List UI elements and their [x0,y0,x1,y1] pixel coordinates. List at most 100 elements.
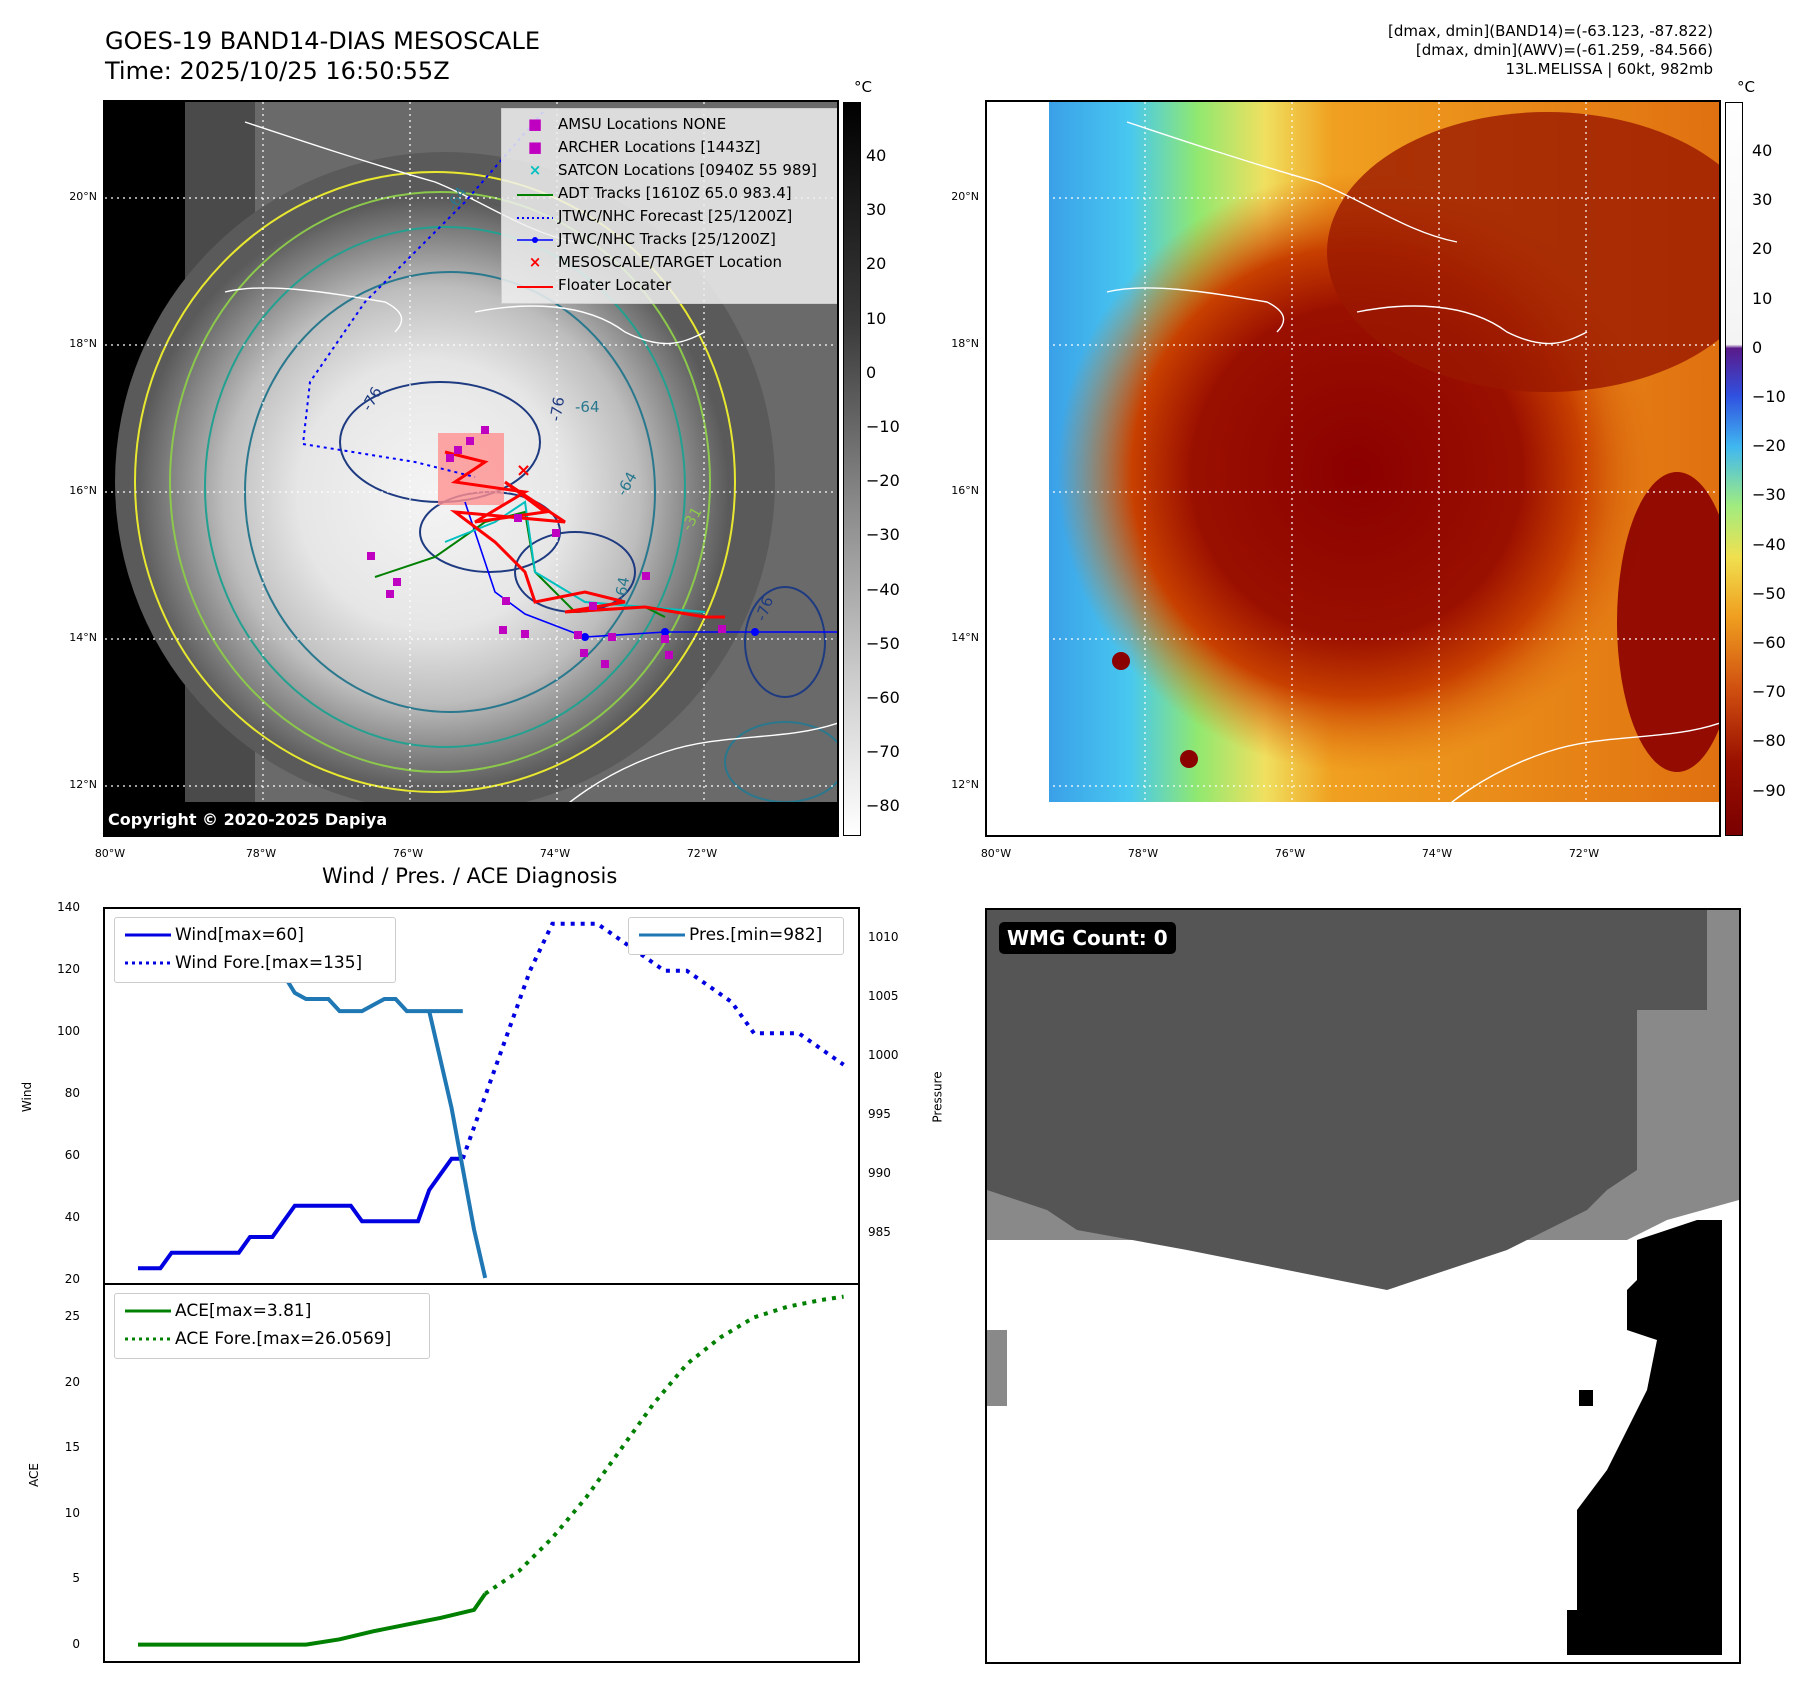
stats-header: [dmax, dmin](BAND14)=(-63.123, -87.822) … [1388,22,1713,79]
colorbar-tick: −30 [866,525,900,545]
axis-tick-label: 20 [64,1374,80,1389]
x-marker-icon: × [528,253,542,271]
wmg-canvas [987,910,1739,1662]
lon-label: 78°W [1127,847,1159,860]
series-line-ace [138,1592,487,1647]
ace-legend: ACE[max=3.81] ACE Fore.[max=26.0569] [114,1293,430,1359]
lon-label: 74°W [539,847,571,860]
series-line-pressure [427,1010,488,1279]
pressure-legend: Pres.[min=982] [628,917,844,955]
lat-label: 12°N [951,778,979,791]
floater-track [444,450,725,619]
lat-label: 14°N [951,631,979,644]
legend-item: Floater Locater [512,274,671,296]
x-marker-icon: × [528,161,542,179]
diagnosis-title: Wind / Pres. / ACE Diagnosis [322,864,618,888]
axis-tick-label: 60 [64,1148,80,1162]
gray-colorbar [843,102,861,836]
square-marker-icon: ■ [527,115,543,133]
axis-tick-label: 15 [64,1440,80,1454]
colorbar-tick: 40 [1752,141,1773,160]
colorbar-tick: −10 [866,417,900,436]
colorbar-tick: 20 [866,254,887,274]
ir-color-map-canvas [987,102,1719,835]
colorbar-tick: 40 [866,146,887,165]
colorbar-tick: 0 [1752,337,1763,357]
legend-item: JTWC/NHC Tracks [25/1200Z] [512,228,776,250]
axis-tick-label: 1010 [868,930,899,944]
target-location-marker: × [516,460,531,481]
colorbar-tick: 10 [1752,288,1773,308]
contour-label: -64 [611,575,633,602]
colorbar-tick: 30 [1752,190,1773,210]
lon-label: 76°W [1274,847,1306,860]
wmg-warm-region [1567,1220,1722,1655]
axis-tick-label: 985 [868,1225,891,1239]
axis-tick-label: 990 [868,1166,891,1180]
legend-ace-fore: ACE Fore.[max=26.0569] [175,1329,392,1349]
axis-tick-label: 995 [868,1107,891,1121]
lon-label: 80°W [980,847,1012,860]
lon-label: 80°W [94,847,126,860]
chart-title: GOES-19 BAND14-DIAS MESOSCALE [105,27,541,55]
satcon-track [444,500,706,613]
lat-label: 20°N [951,190,979,203]
diagnosis-chart [103,907,860,1663]
archer-points [367,426,726,668]
axis-tick-label: 120 [57,962,80,976]
dotted-line-icon [125,961,171,965]
chart-time: Time: 2025/10/25 16:50:55Z [105,57,450,85]
colorbar-tick: −70 [1752,682,1786,702]
legend-item: ■ ARCHER Locations [1443Z] [512,136,761,158]
series-line-wind [138,1156,463,1271]
legend-item: ADT Tracks [1610Z 65.0 983.4] [512,182,792,204]
colorbar-tick: 10 [866,308,887,328]
map-gridlines [987,102,1719,835]
lon-label: 74°W [1421,847,1453,860]
axis-tick-label: 25 [64,1309,80,1323]
lon-label: 72°W [686,847,718,860]
solid-line-icon [125,1309,171,1313]
pressure-axis-label: Pressure [930,1071,945,1123]
colorbar-tick: −40 [866,579,900,599]
legend-item: ■ AMSU Locations NONE [512,113,726,135]
color-colorbar [1725,102,1743,836]
map-legend: ■ AMSU Locations NONE ■ ARCHER Locations… [501,108,837,304]
legend-wind-fore: Wind Fore.[max=135] [175,953,363,973]
forecast-track [301,111,544,478]
legend-wind: Wind[max=60] [175,925,304,945]
line-icon [512,276,558,294]
colorbar-tick: −80 [1752,731,1786,751]
colorbar-tick: −20 [866,471,900,491]
wind-legend: Wind[max=60] Wind Fore.[max=135] [114,917,396,983]
dotted-line-icon [125,1337,171,1341]
dotted-line-icon [512,207,558,225]
wmg-count-badge: WMG Count: 0 [999,922,1176,954]
ir-color-map [985,100,1721,837]
lat-label: 18°N [951,337,979,350]
lon-label: 72°W [1568,847,1600,860]
square-marker-icon: ■ [527,138,543,156]
axis-tick-label: 1000 [868,1048,899,1062]
colorbar-tick: −60 [866,688,900,707]
legend-pres: Pres.[min=982] [689,925,823,945]
colorbar-tick: −50 [1752,583,1786,603]
ace-axes [103,1283,860,1663]
colorbar-tick: 30 [866,200,887,220]
axis-tick-label: 140 [57,900,80,914]
lat-label: 16°N [951,484,979,497]
colorbar-tick: −40 [1752,534,1786,554]
stats-band14: [dmax, dmin](BAND14)=(-63.123, -87.822) [1388,22,1713,40]
colorbar-tick: −30 [1752,485,1786,505]
legend-ace: ACE[max=3.81] [175,1301,312,1321]
wind-axis-label: Wind [20,1081,35,1113]
colorbar-tick: −80 [866,796,900,816]
axis-tick-label: 20 [64,1272,80,1286]
contour-label: -64 [575,398,600,416]
copyright: Copyright © 2020-2025 Dapiya [108,810,388,829]
axis-tick-label: 5 [72,1571,80,1585]
lat-label: 12°N [69,778,97,791]
colorbar-tick: −10 [1752,387,1786,406]
ace-axis-label: ACE [26,1463,41,1487]
colorbar-unit: °C [1737,78,1755,96]
